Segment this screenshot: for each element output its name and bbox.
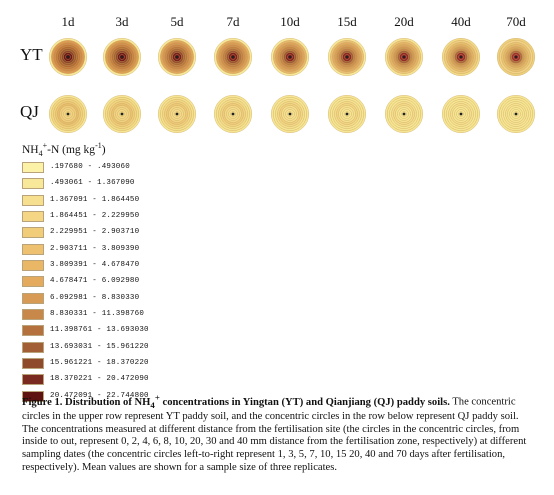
legend-range: .197680 - .493060 — [50, 163, 130, 171]
concentric-circle-yt-1d — [49, 38, 87, 76]
center-dot — [402, 112, 406, 116]
day-label: 5d — [170, 14, 184, 29]
legend-swatch — [22, 162, 44, 173]
legend-range: 2.903711 - 3.809390 — [50, 244, 140, 253]
center-dot — [345, 55, 349, 59]
center-dot — [66, 112, 70, 116]
legend-range: .493061 - 1.367090 — [50, 179, 135, 188]
day-label: 1d — [61, 14, 75, 29]
legend-swatch — [22, 358, 44, 370]
legend-range: 15.961221 - 18.370220 — [50, 359, 149, 368]
legend-range: 4.678471 - 6.092980 — [50, 277, 140, 286]
legend-range: 6.092981 - 8.830330 — [50, 293, 140, 302]
center-dot — [459, 112, 463, 116]
legend-range: 8.830331 - 11.398760 — [50, 310, 145, 319]
row-label-yt: YT — [20, 45, 43, 64]
day-label: 15d — [337, 14, 357, 29]
day-label: 40d — [451, 14, 471, 29]
center-dot — [345, 112, 349, 116]
concentric-circle-yt-7d — [214, 38, 252, 76]
caption-body: The concentric circles in the upper row … — [22, 396, 527, 473]
row-label-qj: QJ — [20, 102, 39, 121]
legend-swatch — [22, 309, 44, 321]
day-label: 20d — [394, 14, 414, 29]
concentric-circle-yt-20d — [385, 38, 423, 76]
legend-swatch — [22, 243, 44, 255]
concentric-circle-yt-3d — [103, 38, 141, 76]
center-dot — [231, 112, 235, 116]
legend-range: 1.864451 - 2.229950 — [50, 212, 140, 221]
legend-swatch — [22, 292, 44, 304]
legend-swatch — [22, 374, 44, 386]
legend-range: 1.367091 - 1.864450 — [50, 195, 140, 204]
legend-range: 13.693031 - 15.961220 — [50, 342, 149, 351]
center-dot — [459, 55, 463, 59]
concentric-circle-yt-40d — [442, 38, 480, 76]
concentric-circle-qj-40d — [442, 95, 480, 133]
center-dot — [288, 112, 292, 116]
legend-range: 2.229951 - 2.903710 — [50, 228, 140, 237]
center-dot — [514, 55, 518, 59]
center-dot — [288, 55, 292, 59]
concentric-circle-yt-5d — [158, 38, 196, 76]
center-dot — [175, 112, 179, 116]
legend-swatch — [22, 276, 44, 288]
concentric-circle-qj-10d — [271, 95, 309, 133]
legend-range: 18.370221 - 20.472090 — [50, 375, 149, 384]
concentric-circle-qj-70d — [497, 95, 535, 133]
center-dot — [231, 55, 235, 59]
center-dot — [402, 55, 406, 59]
legend-swatch — [22, 390, 44, 402]
legend-swatch — [22, 260, 44, 272]
legend-swatch — [22, 178, 44, 190]
concentric-circle-qj-3d — [103, 95, 141, 133]
concentric-circle-qj-1d — [49, 95, 87, 133]
concentric-circle-qj-15d — [328, 95, 366, 133]
caption-title: Figure 1. Distribution of NH4+ concentra… — [22, 392, 450, 410]
center-dot — [514, 112, 518, 116]
concentric-circle-qj-20d — [385, 95, 423, 133]
legend-range: 3.809391 - 4.678470 — [50, 261, 140, 270]
day-label: 10d — [280, 14, 300, 29]
concentric-circle-qj-5d — [158, 95, 196, 133]
legend-range: 20.472091 - 22.744800 — [50, 391, 149, 400]
legend-swatch — [22, 227, 44, 239]
day-label: 7d — [226, 14, 240, 29]
day-label: 3d — [115, 14, 129, 29]
legend-title: NH4+-N (mg kg-1) — [22, 141, 106, 159]
concentric-circle-yt-10d — [271, 38, 309, 76]
center-dot — [120, 112, 124, 116]
legend-swatch — [22, 325, 44, 337]
legend-swatch — [22, 194, 44, 206]
center-dot — [120, 55, 124, 59]
legend-range: 11.398761 - 13.693030 — [50, 326, 149, 335]
concentric-circle-yt-70d — [497, 38, 535, 76]
concentric-circle-qj-7d — [214, 95, 252, 133]
center-dot — [175, 55, 179, 59]
figure-caption: Figure 1. Distribution of NH4+ concentra… — [22, 391, 537, 474]
legend-swatch — [22, 211, 44, 223]
concentric-circle-yt-15d — [328, 38, 366, 76]
legend-swatch — [22, 341, 44, 353]
center-dot — [66, 55, 70, 59]
day-label: 70d — [506, 14, 526, 29]
